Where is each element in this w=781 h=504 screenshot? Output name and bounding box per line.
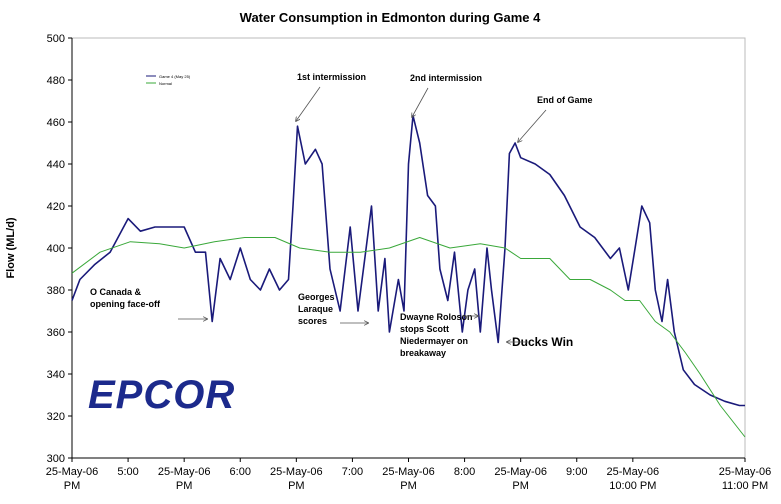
x-tick-label: 6:00 [230, 466, 251, 478]
x-tick-label: 9:00 [566, 466, 587, 478]
legend-label: Normal [159, 81, 172, 86]
x-tick-label: 25-May-06 PM [270, 466, 323, 492]
series-line [71, 114, 745, 407]
annotation: Georges [298, 292, 335, 302]
y-tick-label: 480 [47, 75, 65, 87]
logo-text: EPCOR [88, 373, 235, 417]
y-tick-label: 400 [47, 243, 65, 255]
series-line [71, 237, 746, 438]
legend-label: Game 4 (May 25) [159, 74, 191, 79]
annotation: Niedermayer on [400, 336, 468, 346]
chart-title: Water Consumption in Edmonton during Gam… [240, 10, 541, 25]
annotation: End of Game [537, 95, 593, 105]
y-tick-label: 340 [47, 369, 65, 381]
x-tick-label: 25-May-06 PM [46, 466, 99, 492]
annotation: O Canada & [90, 287, 142, 297]
x-tick-label: 25-May-06 PM [494, 466, 547, 492]
annotation: stops Scott [400, 324, 449, 334]
x-tick-label: 7:00 [342, 466, 363, 478]
annotation-arrow [296, 86, 321, 121]
y-tick-label: 360 [47, 327, 65, 339]
y-tick-label: 440 [47, 159, 65, 171]
logo: EPCOR [88, 373, 235, 417]
annotation: 1st intermission [297, 72, 366, 82]
annotation: Ducks Win [512, 335, 573, 349]
x-tick-label: 25-May-06 PM [158, 466, 211, 492]
x-tick-label: 25-May-06 10:00 PM [607, 466, 660, 492]
annotation: breakaway [400, 348, 446, 358]
y-tick-label: 500 [47, 33, 65, 45]
x-tick-label: 5:00 [117, 466, 138, 478]
y-tick-label: 420 [47, 201, 65, 213]
x-tick-label: 25-May-06 11:00 PM [719, 466, 772, 492]
x-tick-label: 8:00 [454, 466, 475, 478]
y-axis-label: Flow (ML/d) [5, 217, 17, 278]
annotation: 2nd intermission [410, 73, 482, 83]
x-tick-label: 25-May-06 PM [382, 466, 435, 492]
annotation: Laraque [298, 304, 333, 314]
annotation-arrow [518, 109, 547, 142]
annotation: scores [298, 316, 327, 326]
annotation: opening face-off [90, 299, 161, 309]
annotation: Dwayne Roloson [400, 312, 473, 322]
y-tick-label: 300 [47, 453, 65, 465]
annotation-arrow [412, 87, 429, 117]
y-tick-label: 460 [47, 117, 65, 129]
y-tick-label: 380 [47, 285, 65, 297]
y-tick-label: 320 [47, 411, 65, 423]
